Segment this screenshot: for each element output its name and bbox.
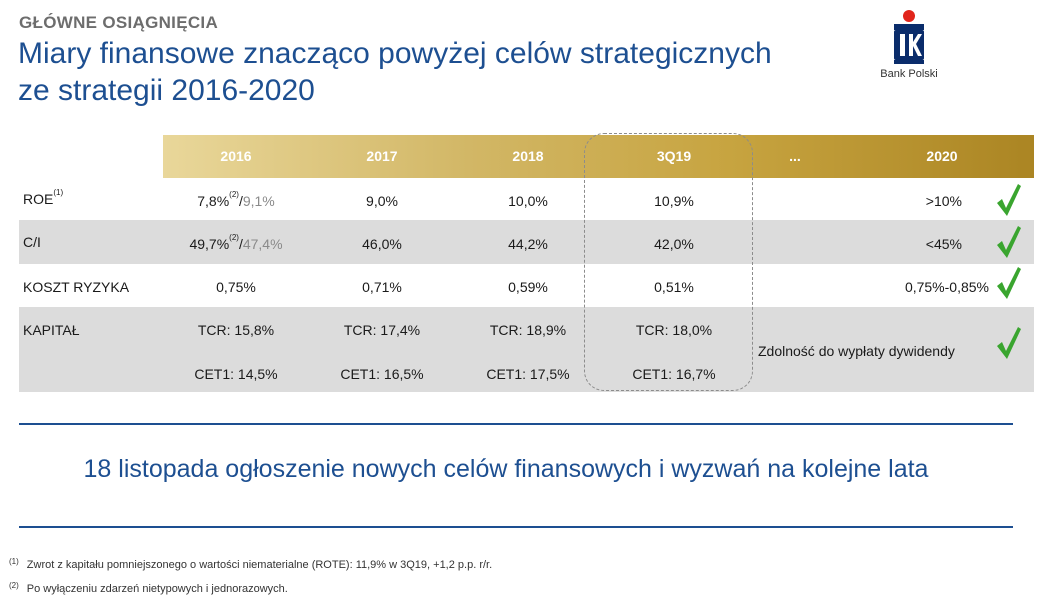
logo-caption: Bank Polski xyxy=(880,68,938,80)
row-label-koszt-ryzyka: KOSZT RYZYKA xyxy=(23,279,130,295)
cell-ci-2020: <45% xyxy=(925,236,962,252)
cell-roe-2020: >10% xyxy=(925,193,962,209)
column-header-2018: 2018 xyxy=(512,148,544,164)
cell-kr-2020: 0,75%-0,85% xyxy=(904,279,989,295)
announcement-text: 18 listopada ogłoszenie nowych celów fin… xyxy=(83,455,929,483)
cell-ci-2017: 46,0% xyxy=(362,236,402,252)
cell-kr-2018: 0,59% xyxy=(508,279,548,295)
column-header-ellipsis: ... xyxy=(789,148,801,164)
check-icon xyxy=(997,226,1021,258)
page-title: Miary finansowe znacząco powyżej celów s… xyxy=(18,35,858,109)
cell-tcr-3q19: TCR: 18,0% xyxy=(635,322,713,338)
row-label-roe: ROE(1) xyxy=(23,188,64,207)
cell-kr-2016: 0,75% xyxy=(216,279,256,295)
column-highlight-3q19 xyxy=(584,133,753,391)
row-label-kapital: KAPITAŁ xyxy=(23,322,80,338)
check-icon xyxy=(997,267,1021,299)
section-eyebrow: GŁÓWNE OSIĄGNIĘCIA xyxy=(19,13,219,32)
table-row-shade-kapital xyxy=(19,307,1034,392)
check-icon xyxy=(997,327,1021,359)
footnote-2: (2) Po wyłączeniu zdarzeń nietypowych i j… xyxy=(9,581,288,595)
divider-bottom xyxy=(19,526,1013,528)
cell-cet1-2016: CET1: 14,5% xyxy=(194,366,278,382)
cell-ci-3q19: 42,0% xyxy=(654,236,694,252)
pko-logo-icon xyxy=(894,10,924,64)
cell-tcr-2017: TCR: 17,4% xyxy=(343,322,421,338)
column-header-2017: 2017 xyxy=(366,148,398,164)
table-row-shade-ci xyxy=(19,220,1034,264)
cell-roe-2018: 10,0% xyxy=(508,193,548,209)
column-header-2020: 2020 xyxy=(926,148,958,164)
footnote-1: (1) Zwrot z kapitału pomniejszonego o war… xyxy=(9,557,493,571)
cell-tcr-2016: TCR: 15,8% xyxy=(197,322,275,338)
title-line-2: ze strategii 2016-2020 xyxy=(18,74,315,107)
column-header-3q19: 3Q19 xyxy=(656,148,692,164)
cell-roe-2017: 9,0% xyxy=(366,193,398,209)
check-icon xyxy=(997,184,1021,216)
title-line-1: Miary finansowe znacząco powyżej celów s… xyxy=(18,37,772,70)
cell-roe-3q19: 10,9% xyxy=(654,193,694,209)
divider-top xyxy=(19,423,1013,425)
cell-kapital-2020: Zdolność do wypłaty dywidendy xyxy=(758,343,955,359)
cell-ci-2016: 49,7%(2)/47,4% xyxy=(189,233,283,252)
cell-ci-2018: 44,2% xyxy=(508,236,548,252)
cell-tcr-2018: TCR: 18,9% xyxy=(489,322,567,338)
cell-cet1-3q19: CET1: 16,7% xyxy=(632,366,716,382)
row-label-ci: C/I xyxy=(23,234,41,250)
cell-roe-2016: 7,8%(2)/9,1% xyxy=(197,190,275,209)
cell-cet1-2018: CET1: 17,5% xyxy=(486,366,570,382)
cell-kr-2017: 0,71% xyxy=(362,279,402,295)
cell-cet1-2017: CET1: 16,5% xyxy=(340,366,424,382)
cell-kr-3q19: 0,51% xyxy=(654,279,694,295)
column-header-2016: 2016 xyxy=(220,148,252,164)
